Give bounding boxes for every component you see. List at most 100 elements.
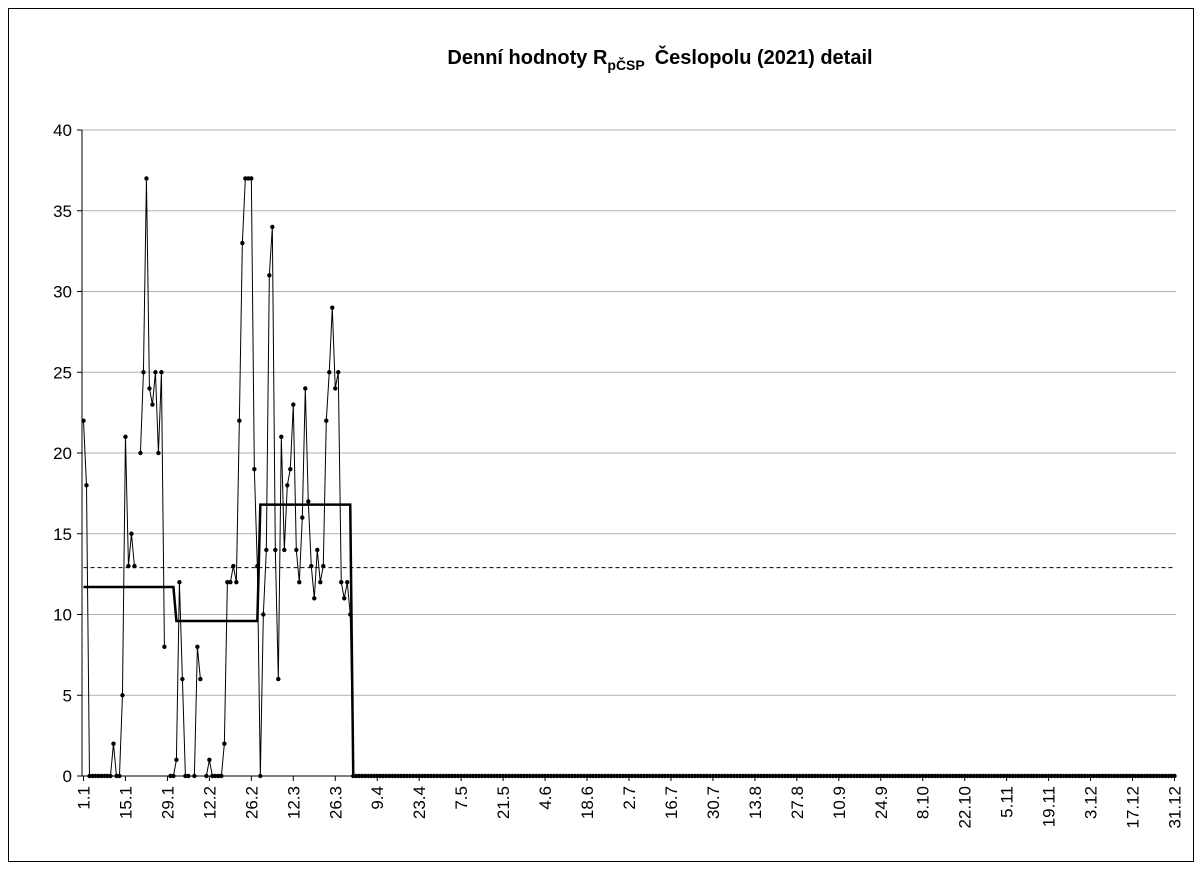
data-point xyxy=(285,483,290,488)
data-point xyxy=(303,386,308,391)
y-tick-label: 0 xyxy=(63,767,72,786)
data-point xyxy=(297,580,302,585)
chart-border xyxy=(8,8,1194,862)
data-point xyxy=(144,176,149,181)
data-point xyxy=(126,563,131,569)
data-point xyxy=(180,676,185,682)
x-tick-label: 10.9 xyxy=(830,786,849,819)
data-point xyxy=(258,773,263,779)
data-point xyxy=(327,370,332,375)
data-point xyxy=(264,547,269,553)
x-tick-label: 23.4 xyxy=(410,786,429,819)
chart-title: Denní hodnoty RpČSP Česlopolu (2021) deta… xyxy=(447,45,872,73)
data-point xyxy=(312,596,317,601)
data-point xyxy=(255,563,260,569)
data-point xyxy=(237,418,242,423)
data-point xyxy=(138,450,143,456)
data-point xyxy=(174,757,179,763)
x-tick-label: 22.10 xyxy=(956,786,975,829)
y-tick-label: 5 xyxy=(63,686,72,705)
x-tick-label: 13.8 xyxy=(746,786,765,819)
data-point xyxy=(141,370,146,375)
x-tick-label: 3.12 xyxy=(1082,786,1101,819)
x-tick-label: 18.6 xyxy=(578,786,597,819)
title-subscript: pČSP xyxy=(607,56,644,73)
x-tick-label: 17.12 xyxy=(1124,786,1143,829)
data-point xyxy=(147,386,152,391)
data-point xyxy=(153,370,158,375)
data-point xyxy=(348,612,353,617)
x-tick-label: 26.3 xyxy=(326,786,345,819)
title-main: Denní hodnoty R xyxy=(447,47,608,69)
data-point xyxy=(198,676,203,682)
data-point xyxy=(156,450,161,456)
x-tick-label: 12.2 xyxy=(200,786,219,819)
data-point xyxy=(333,386,338,391)
data-point xyxy=(240,240,245,246)
data-point xyxy=(249,176,254,181)
data-point xyxy=(342,596,347,601)
data-point xyxy=(234,580,239,585)
data-point xyxy=(300,515,305,520)
data-point xyxy=(261,612,266,617)
data-point xyxy=(315,547,320,553)
x-tick-label: 30.7 xyxy=(704,786,723,819)
data-point xyxy=(222,741,227,746)
data-point xyxy=(84,483,89,488)
x-tick-label: 7.5 xyxy=(452,786,471,810)
x-tick-label: 31.12 xyxy=(1166,786,1185,829)
data-point xyxy=(159,370,164,375)
data-point xyxy=(219,773,224,779)
y-tick-label: 10 xyxy=(53,606,72,625)
title-rest: Česlopolu (2021) detail xyxy=(655,45,873,69)
x-tick-label: 15.1 xyxy=(116,786,135,819)
data-point xyxy=(345,580,350,585)
x-tick-label: 16.7 xyxy=(662,786,681,819)
data-point xyxy=(120,693,125,698)
data-point xyxy=(111,741,116,746)
data-point xyxy=(171,773,176,779)
data-point xyxy=(150,402,155,407)
data-point xyxy=(273,547,278,553)
x-tick-label: 21.5 xyxy=(494,786,513,819)
x-tick-label: 24.9 xyxy=(872,786,891,819)
x-tick-label: 2.7 xyxy=(620,786,639,810)
data-point xyxy=(306,499,311,504)
data-point xyxy=(336,370,341,375)
data-point xyxy=(207,757,212,763)
y-tick-label: 20 xyxy=(53,444,72,463)
data-point xyxy=(276,676,281,682)
data-point xyxy=(288,466,293,472)
data-point xyxy=(204,773,209,779)
data-point xyxy=(339,580,344,585)
data-point xyxy=(228,580,233,585)
data-point xyxy=(108,773,113,779)
data-point xyxy=(123,434,128,440)
data-point xyxy=(318,580,323,585)
y-tick-label: 40 xyxy=(53,121,72,140)
data-point xyxy=(294,547,299,553)
data-point xyxy=(192,773,197,779)
data-point xyxy=(267,273,272,278)
data-point xyxy=(129,531,134,536)
y-tick-label: 30 xyxy=(53,283,72,302)
x-tick-label: 29.1 xyxy=(158,786,177,819)
data-point xyxy=(252,466,257,472)
x-tick-label: 5.11 xyxy=(998,786,1017,818)
x-tick-label: 19.11 xyxy=(1040,786,1059,827)
y-tick-label: 25 xyxy=(53,363,72,382)
data-point xyxy=(282,547,287,553)
data-point xyxy=(132,563,137,569)
y-tick-label: 15 xyxy=(53,525,72,544)
data-point xyxy=(162,644,167,649)
data-point xyxy=(195,644,200,649)
data-point xyxy=(270,224,275,230)
data-point xyxy=(291,402,296,407)
x-tick-label: 12.3 xyxy=(284,786,303,819)
data-point xyxy=(1172,773,1177,779)
x-tick-label: 4.6 xyxy=(536,786,555,810)
data-point xyxy=(231,563,236,569)
data-point xyxy=(309,563,314,569)
